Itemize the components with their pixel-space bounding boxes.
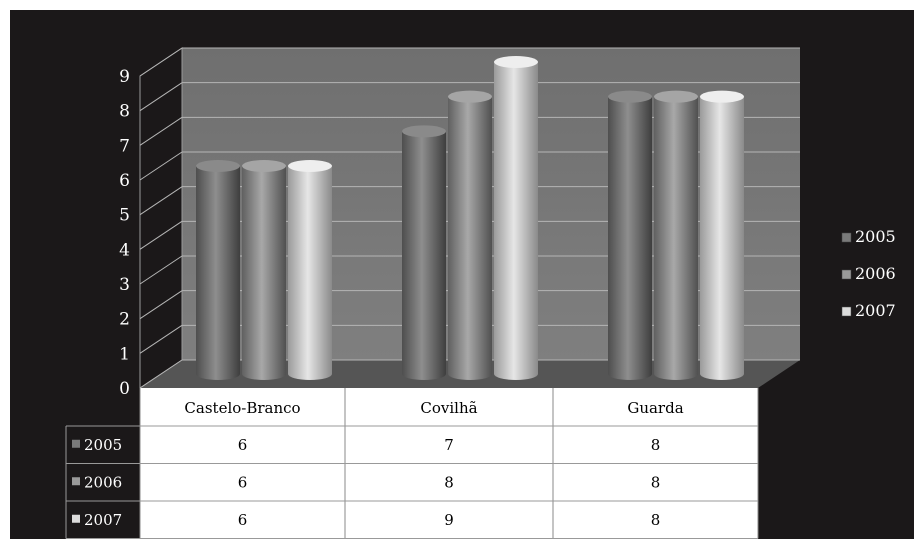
y-tick-label: 8 — [119, 102, 130, 122]
category-label: Castelo-Branco — [184, 399, 300, 417]
row-swatch — [72, 514, 80, 523]
table-cell-value: 6 — [238, 473, 248, 491]
gridline-side — [139, 359, 183, 389]
bar — [242, 160, 286, 380]
bar-body — [448, 96, 492, 381]
y-tick-label: 1 — [119, 344, 130, 364]
y-axis: 0 1 2 3 4 5 6 7 8 9 — [119, 67, 130, 399]
y-tick-label: 6 — [119, 171, 130, 191]
category-label: Guarda — [627, 399, 683, 417]
bar — [700, 90, 744, 380]
legend-swatch — [841, 232, 852, 243]
y-tick-label: 0 — [119, 379, 130, 399]
bar-top — [288, 160, 332, 172]
bar-top — [700, 90, 744, 103]
y-tick-label: 7 — [119, 136, 130, 156]
gridline-side — [139, 151, 183, 181]
bar-body — [242, 166, 286, 380]
legend-swatch — [841, 306, 852, 317]
bar-top — [402, 125, 446, 138]
bar-body — [288, 166, 332, 380]
gridline-side — [139, 82, 183, 112]
bar-top — [608, 90, 652, 103]
legend-swatch — [841, 269, 852, 280]
y-tick-label: 5 — [119, 206, 130, 226]
y-tick-label: 3 — [119, 275, 130, 295]
table-cell-value: 9 — [444, 511, 454, 529]
table-cell-value: 8 — [651, 511, 661, 529]
gridline-side — [139, 47, 183, 77]
category-label: Covilhã — [420, 399, 477, 417]
y-tick-label: 2 — [119, 310, 130, 330]
bar-top — [196, 160, 240, 172]
table-cell-value: 8 — [651, 473, 661, 491]
legend-label: 2005 — [855, 227, 896, 246]
bars — [196, 56, 744, 381]
row-swatch — [72, 439, 80, 448]
bar — [196, 160, 240, 380]
gridline-side — [139, 116, 183, 146]
bar-body — [654, 96, 698, 381]
bar-top — [654, 90, 698, 103]
bar — [402, 125, 446, 380]
gridline-side — [139, 290, 183, 320]
y-tick-label: 4 — [119, 240, 130, 260]
side-wall — [139, 47, 183, 389]
table-cell-value: 8 — [444, 473, 454, 491]
bar-body — [196, 166, 240, 380]
bar — [654, 90, 698, 381]
table-cell-value: 8 — [651, 436, 661, 454]
row-swatch — [72, 477, 80, 486]
legend: 2005 2006 2007 — [841, 227, 896, 320]
y-tick-label: 9 — [119, 67, 130, 87]
bar-body — [608, 96, 652, 381]
bar — [288, 160, 332, 380]
bar-body — [402, 131, 446, 380]
data-table: Castelo-Branco Covilhã Guarda 2005 6 7 8 2006 6 8… — [65, 388, 759, 539]
gridline-side — [139, 220, 183, 250]
bar-body — [700, 96, 744, 380]
table-cell-value: 6 — [238, 436, 248, 454]
legend-label: 2007 — [855, 301, 896, 320]
row-label: 2007 — [84, 511, 122, 529]
row-label: 2006 — [84, 473, 122, 491]
table-cell-value: 6 — [238, 511, 248, 529]
legend-label: 2006 — [855, 264, 896, 283]
bar-body — [494, 62, 538, 380]
gridline-side — [139, 255, 183, 285]
bar-top — [242, 160, 286, 172]
chart-frame: 0 1 2 3 4 5 6 7 8 9 2005 2006 2007 Castelo-Branco Co… — [10, 10, 914, 539]
gridline-side — [139, 324, 183, 354]
bar — [608, 90, 652, 381]
bar — [448, 90, 492, 381]
bar-top — [494, 56, 538, 68]
row-label: 2005 — [84, 436, 122, 454]
bar — [494, 56, 538, 380]
chart: 0 1 2 3 4 5 6 7 8 9 2005 2006 2007 Castelo-Branco Co… — [65, 47, 896, 539]
table-cell-value: 7 — [444, 436, 454, 454]
bar-top — [448, 90, 492, 103]
gridline-side — [139, 186, 183, 216]
